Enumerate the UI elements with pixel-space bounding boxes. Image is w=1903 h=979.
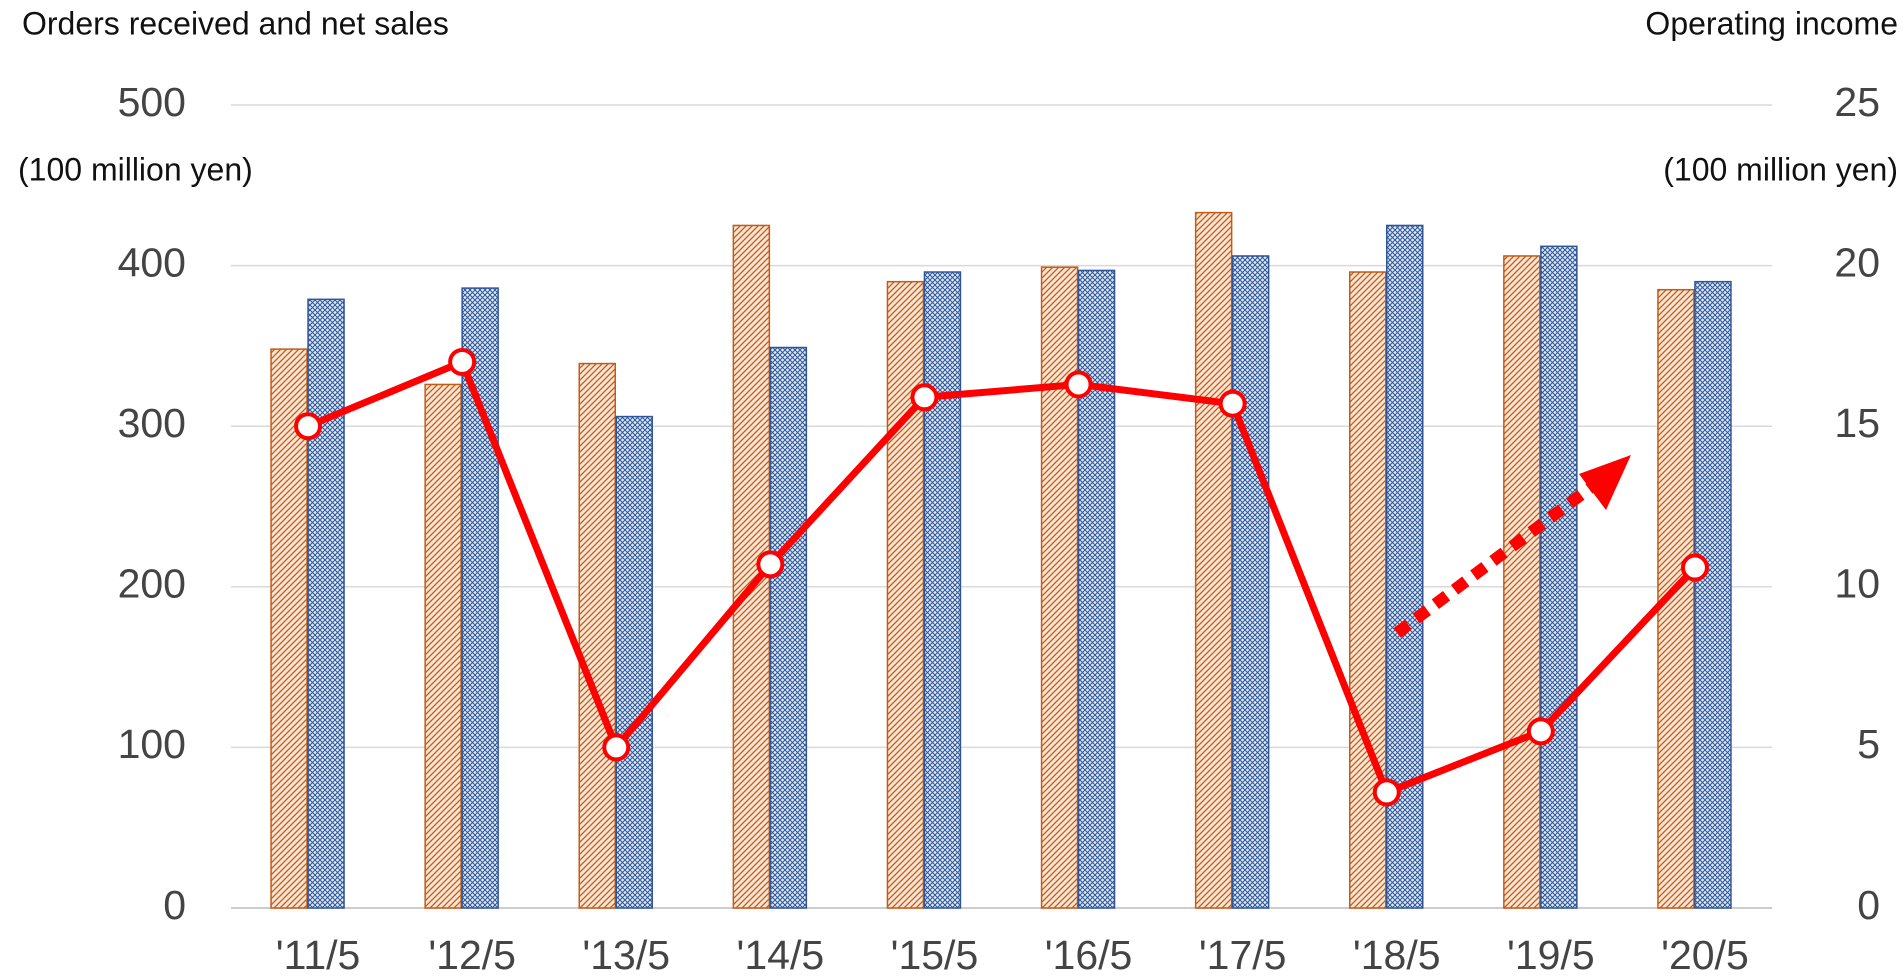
x-tick-label: '14/5 — [737, 932, 825, 978]
line-marker — [910, 383, 939, 412]
y2-tick-label: 15 — [1834, 400, 1880, 446]
x-tick-label: '12/5 — [428, 932, 516, 978]
bar — [1040, 266, 1079, 909]
y2-tick-label: 0 — [1857, 882, 1880, 928]
line-marker — [1218, 389, 1247, 418]
x-tick-label: '16/5 — [1045, 932, 1133, 978]
bar — [1540, 245, 1578, 909]
y-tick-label: 400 — [118, 239, 186, 285]
y-tick-label: 500 — [118, 79, 186, 125]
bar — [615, 415, 653, 909]
bar — [270, 348, 308, 909]
line-marker — [1526, 717, 1555, 746]
bar — [769, 346, 808, 909]
x-tick-label: '13/5 — [582, 932, 670, 978]
y-axis-title: Orders received and net sales — [22, 5, 449, 41]
y2-tick-label: 10 — [1834, 561, 1880, 607]
bar — [1503, 255, 1541, 909]
bar — [307, 298, 345, 909]
bar — [1349, 271, 1387, 909]
y2-axis-title: Operating income — [1645, 5, 1898, 41]
line-marker — [1680, 553, 1709, 582]
x-tick-label: '17/5 — [1199, 932, 1287, 978]
y-axis-unit: (100 million yen) — [18, 151, 253, 187]
line — [306, 358, 1698, 796]
bar — [1231, 255, 1270, 909]
bar — [1077, 269, 1116, 909]
y-tick-label: 100 — [118, 721, 186, 767]
y2-axis-unit: (100 million yen) — [1663, 151, 1898, 187]
bar — [886, 280, 925, 909]
x-tick-label: '15/5 — [891, 932, 979, 978]
bar — [1194, 211, 1233, 909]
line-marker — [1064, 370, 1093, 399]
trend-arrow-head — [1579, 455, 1631, 510]
line-marker — [1372, 778, 1401, 807]
y-tick-label: 0 — [163, 882, 186, 928]
bar — [1386, 224, 1424, 909]
trend-arrow — [1393, 483, 1594, 638]
y2-tick-label: 25 — [1834, 79, 1880, 125]
x-tick-label: '11/5 — [276, 932, 361, 978]
line-marker — [756, 550, 785, 579]
y2-tick-label: 20 — [1834, 239, 1880, 285]
y2-tick-label: 5 — [1857, 721, 1880, 767]
bar — [424, 383, 462, 909]
y-tick-label: 200 — [118, 561, 186, 607]
bar — [1694, 280, 1732, 909]
bar — [578, 362, 616, 909]
bar — [923, 271, 962, 909]
line-marker — [602, 733, 631, 762]
y-tick-label: 300 — [118, 400, 186, 446]
x-tick-label: '18/5 — [1353, 932, 1441, 978]
line-marker — [294, 412, 323, 441]
x-tick-label: '19/5 — [1507, 932, 1595, 978]
bar — [461, 287, 499, 909]
x-tick-label: '20/5 — [1661, 932, 1749, 978]
line-marker — [448, 347, 477, 376]
